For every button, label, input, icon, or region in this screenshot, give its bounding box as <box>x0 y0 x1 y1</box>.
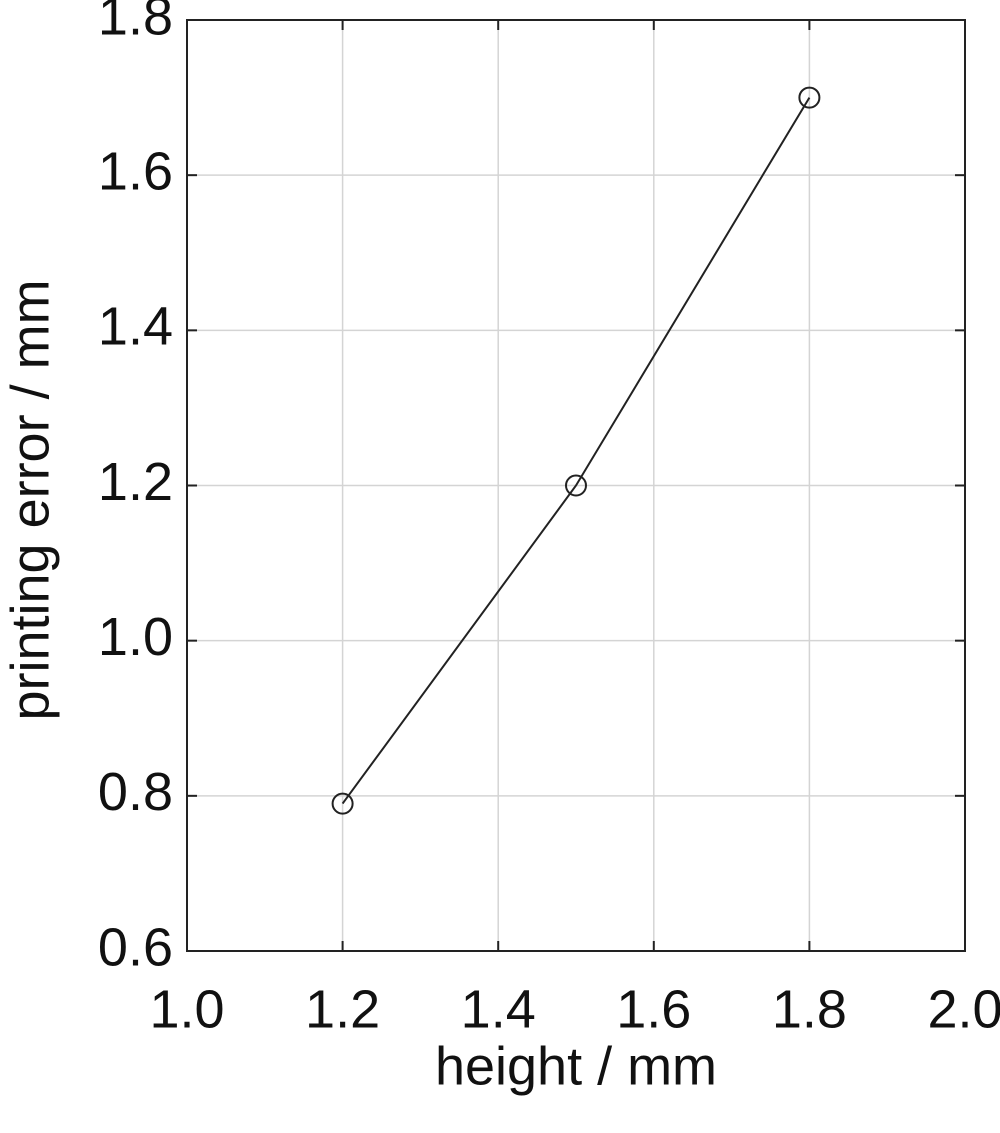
x-tick-label: 2.0 <box>927 979 1000 1039</box>
y-tick-label: 0.6 <box>98 917 173 977</box>
y-tick-label: 1.8 <box>98 0 173 46</box>
y-tick-label: 0.8 <box>98 762 173 822</box>
x-tick-label: 1.8 <box>772 979 847 1039</box>
data-point <box>565 474 587 497</box>
y-axis-label: printing error / mm <box>0 279 60 720</box>
x-tick-label: 1.4 <box>461 979 536 1039</box>
data-line <box>341 97 811 805</box>
x-tick-label: 1.6 <box>616 979 691 1039</box>
y-tick-label: 1.6 <box>98 141 173 201</box>
y-tick-label: 1.0 <box>98 607 173 667</box>
data-point <box>331 792 354 815</box>
y-tick-label: 1.2 <box>98 452 173 512</box>
x-axis-label: height / mm <box>435 1036 717 1096</box>
plot-frame <box>186 19 966 952</box>
y-tick-label: 1.4 <box>98 297 173 357</box>
data-point <box>798 86 821 109</box>
x-tick-label: 1.0 <box>149 979 224 1039</box>
x-tick-label: 1.2 <box>305 979 380 1039</box>
